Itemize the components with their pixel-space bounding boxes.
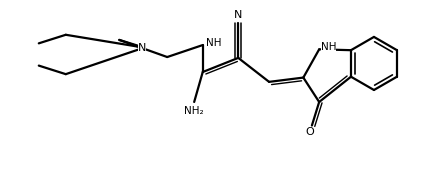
Text: NH: NH <box>206 38 221 48</box>
Text: N: N <box>234 10 242 20</box>
Text: NH: NH <box>321 42 337 52</box>
Text: NH₂: NH₂ <box>184 106 204 116</box>
Text: O: O <box>305 127 314 137</box>
Text: N: N <box>138 43 146 53</box>
